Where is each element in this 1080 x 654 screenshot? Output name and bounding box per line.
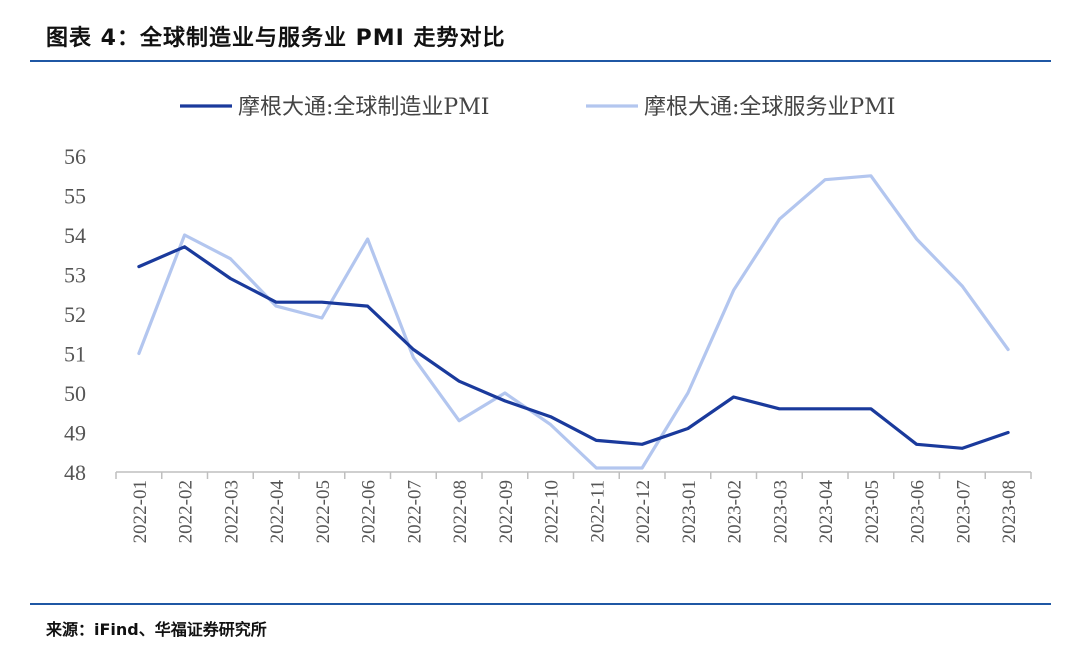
- x-tick-label: 2022-11: [587, 480, 608, 543]
- x-tick-label: 2022-10: [542, 480, 563, 543]
- y-tick-label: 55: [64, 184, 86, 209]
- y-tick-label: 51: [64, 342, 86, 367]
- x-tick-label: 2022-07: [404, 480, 425, 543]
- x-tick-label: 2023-04: [816, 480, 837, 544]
- y-tick-label: 48: [64, 460, 86, 485]
- x-tick-label: 2022-08: [450, 480, 471, 543]
- x-tick-label: 2022-05: [313, 480, 334, 543]
- x-axis: 2022-01 2022-02 2022-03 2022-04 2022-05 2022-…: [115, 471, 1032, 544]
- legend-manufacturing-label: 摩根大通:全球制造业PMI: [238, 95, 489, 120]
- legend: 摩根大通:全球制造业PMI 摩根大通:全球服务业PMI: [180, 95, 895, 120]
- y-tick-label: 52: [64, 302, 86, 327]
- y-tick-label: 56: [64, 144, 86, 169]
- y-tick-label: 49: [64, 421, 86, 446]
- y-tick-label: 54: [64, 223, 86, 248]
- x-tick-label: 2023-08: [999, 480, 1020, 543]
- y-tick-label: 50: [64, 381, 86, 406]
- x-tick-label: 2022-06: [359, 480, 380, 543]
- x-tick-label: 2023-01: [679, 480, 700, 543]
- y-axis-ticks: 48 49 50 51 52 53 54 55 56: [64, 144, 86, 485]
- footer-divider: [30, 603, 1051, 605]
- x-tick-label: 2022-01: [130, 480, 151, 543]
- series-lines: [137, 174, 1010, 470]
- x-tick-label: 2022-02: [176, 480, 197, 543]
- chart-title: 图表 4：全球制造业与服务业 PMI 走势对比: [46, 26, 506, 51]
- x-tick-label: 2022-09: [496, 480, 517, 543]
- services-pmi-line: [137, 174, 1010, 470]
- x-tick-label: 2023-05: [862, 480, 883, 543]
- x-tick-label: 2023-02: [725, 480, 746, 543]
- header-divider: [30, 60, 1051, 62]
- legend-services-label: 摩根大通:全球服务业PMI: [644, 95, 895, 120]
- x-tick-label: 2023-03: [770, 480, 791, 543]
- x-tick-label: 2023-07: [953, 480, 974, 543]
- x-tick-label: 2022-03: [221, 480, 242, 543]
- manufacturing-pmi-line: [137, 245, 1010, 450]
- x-tick-label: 2022-04: [267, 480, 288, 544]
- x-tick-label: 2022-12: [633, 480, 654, 543]
- x-tick-label: 2023-06: [908, 480, 929, 543]
- source-note: 来源：iFind、华福证券研究所: [46, 620, 267, 639]
- y-tick-label: 53: [64, 263, 86, 288]
